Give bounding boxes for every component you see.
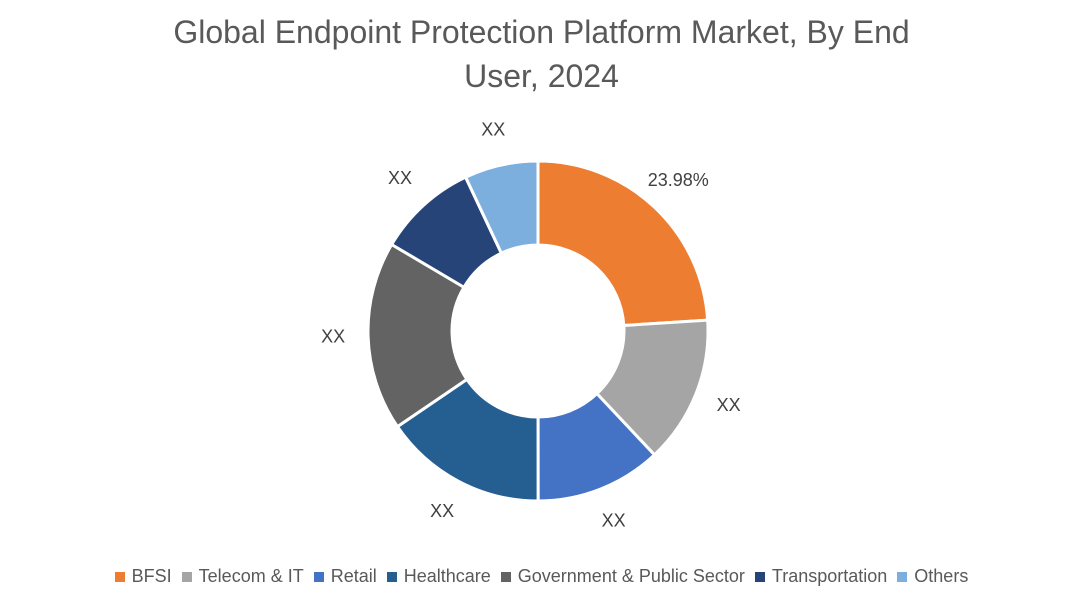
data-label-others: XX	[481, 120, 505, 140]
chart-title-line-2: User, 2024	[464, 58, 619, 94]
slice-bfsi	[536, 159, 710, 328]
legend-swatch	[114, 571, 125, 582]
legend-item-retail: Retail	[313, 566, 377, 587]
chart-legend: BFSI Telecom & IT Retail Healthcare Governme…	[0, 566, 1083, 587]
data-label-government-public-sector: XX	[321, 326, 345, 346]
data-label-transportation: XX	[388, 168, 412, 188]
legend-swatch	[500, 571, 511, 582]
chart-title-line-1: Global Endpoint Protection Platform Mark…	[173, 14, 910, 50]
slice-others	[463, 159, 540, 256]
legend-item-telecom-it: Telecom & IT	[181, 566, 304, 587]
data-label-telecom-it: XX	[717, 395, 741, 415]
legend-item-bfsi: BFSI	[114, 566, 172, 587]
legend-swatch	[897, 571, 908, 582]
legend-swatch	[386, 571, 397, 582]
legend-item-government-public-sector: Government & Public Sector	[500, 566, 745, 587]
data-label-retail: XX	[602, 510, 626, 530]
legend-label: Retail	[330, 566, 377, 586]
data-label-bfsi: 23.98%	[648, 170, 709, 190]
slice-government-public-sector	[366, 242, 469, 429]
legend-label: Government & Public Sector	[517, 566, 745, 586]
legend-item-others: Others	[897, 566, 968, 587]
legend-item-healthcare: Healthcare	[386, 566, 491, 587]
legend-swatch	[754, 571, 765, 582]
chart-title: Global Endpoint Protection Platform Mark…	[0, 10, 1083, 98]
legend-label: BFSI	[131, 566, 172, 586]
legend-item-transportation: Transportation	[754, 566, 888, 587]
legend-swatch	[313, 571, 324, 582]
legend-label: Transportation	[771, 566, 888, 586]
legend-label: Healthcare	[403, 566, 491, 586]
legend-label: Telecom & IT	[198, 566, 304, 586]
legend-label: Others	[914, 566, 969, 586]
slice-healthcare	[395, 377, 540, 503]
data-label-healthcare: XX	[430, 501, 454, 521]
legend-swatch	[181, 571, 192, 582]
